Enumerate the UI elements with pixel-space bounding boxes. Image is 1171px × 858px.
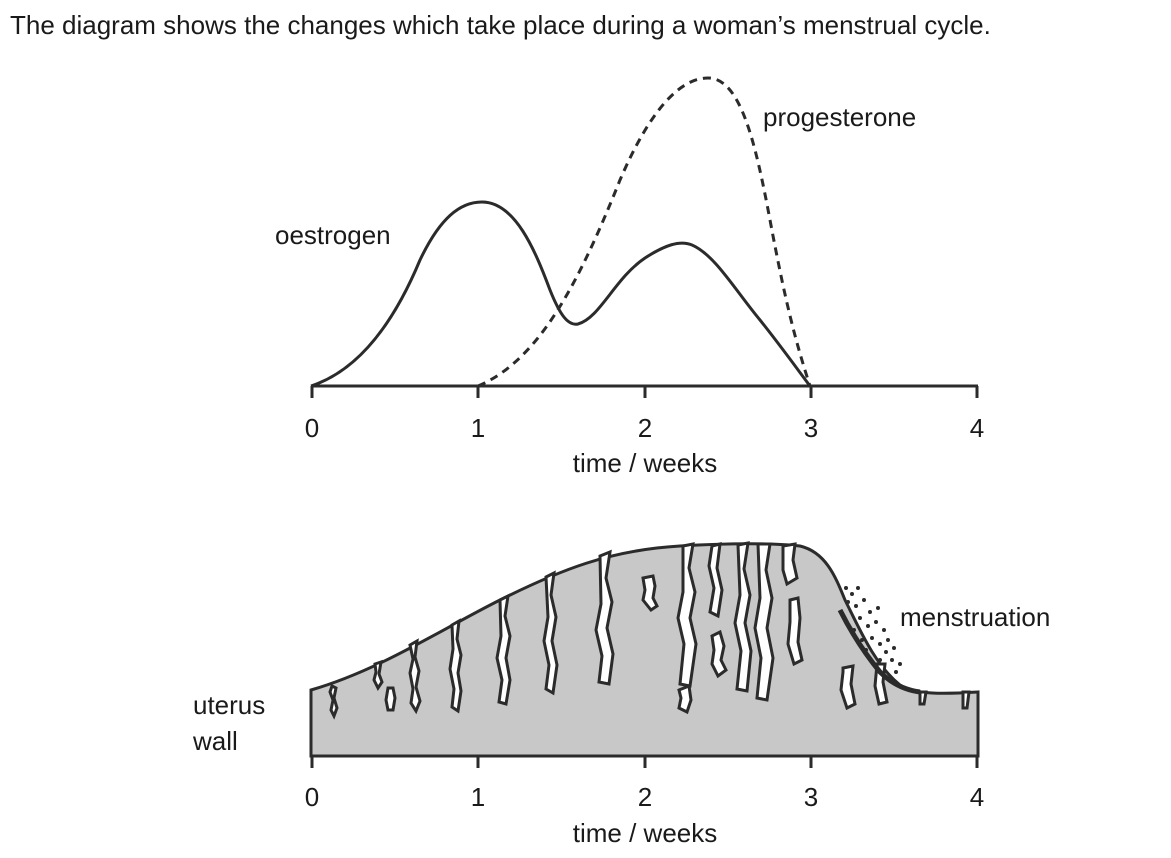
menstruation-label: menstruation [900,602,1050,632]
uterus-graph: 0 1 2 3 4 time / weeks uterus wall menst… [192,541,1050,848]
uterus-tick-label: 4 [970,782,984,812]
uterus-tick-label: 3 [804,782,818,812]
hormone-graph: 0 1 2 3 4 time / weeks oestrogen progest… [275,76,984,478]
shedding-edge [837,608,921,695]
hormone-tick-label: 0 [305,413,319,443]
uterus-tick-label: 0 [305,782,319,812]
uterus-tick-label: 1 [471,782,485,812]
uterus-tick-label: 2 [638,782,652,812]
progesterone-label: progesterone [763,102,916,132]
hormone-tick-label: 3 [804,413,818,443]
uterus-wall-label-line2: wall [192,726,238,756]
oestrogen-curve [310,200,812,388]
hormone-tick-label: 1 [471,413,485,443]
uterus-x-ticks [310,756,979,768]
hormone-tick-label: 4 [970,413,984,443]
oestrogen-label: oestrogen [275,220,391,250]
hormone-tick-label: 2 [638,413,652,443]
uterus-x-axis-label: time / weeks [573,818,718,848]
uterus-glands [328,541,971,720]
progesterone-curve [477,76,812,388]
hormone-x-ticks [310,386,979,398]
uterus-wall-label-line1: uterus [193,690,265,720]
hormone-x-axis-label: time / weeks [573,448,718,478]
diagram-intro-text: The diagram shows the changes which take… [10,10,991,40]
